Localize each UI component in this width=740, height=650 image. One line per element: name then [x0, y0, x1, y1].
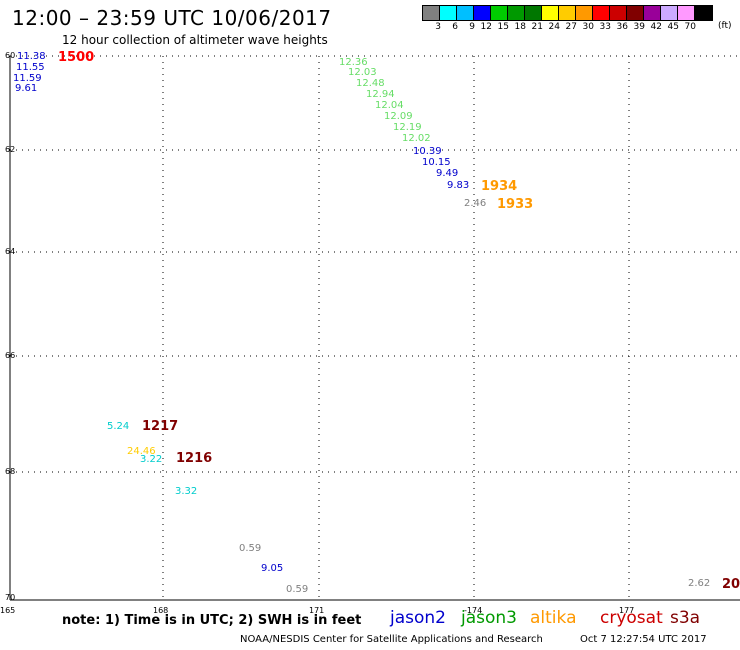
wave-height-label: 0.59	[286, 584, 309, 595]
legend-label: 9	[469, 22, 475, 32]
legend-swatch	[695, 6, 712, 20]
wave-height-label: 10.15	[422, 157, 451, 168]
pass-time-label: 1934	[481, 179, 518, 194]
legend-label: 3	[435, 22, 441, 32]
wave-height-label: 12.03	[348, 67, 377, 78]
page-title: 12:00 – 23:59 UTC 10/06/2017	[12, 6, 332, 30]
legend-label: 18	[514, 22, 526, 32]
wave-height-label: 12.36	[339, 57, 368, 68]
x-axis-label: 168	[153, 606, 169, 615]
legend-swatch	[610, 6, 627, 20]
satellite-label: jason3	[461, 608, 517, 628]
legend-label: 30	[582, 22, 594, 32]
legend-swatch	[576, 6, 593, 20]
wave-height-label: 12.94	[366, 89, 395, 100]
wave-height-label: 2.46	[464, 198, 487, 209]
x-axis-label: 177	[619, 606, 635, 615]
legend-swatch	[542, 6, 559, 20]
legend-unit: (ft)	[718, 21, 732, 31]
x-axis-label: -174	[464, 606, 483, 615]
legend-label: 24	[548, 22, 560, 32]
wave-height-label: 11.38	[17, 51, 46, 62]
legend-swatch	[627, 6, 644, 20]
legend-swatch	[440, 6, 457, 20]
wave-height-label: 11.59	[13, 73, 42, 84]
wave-height-label: 12.02	[402, 133, 431, 144]
pass-time-label: 1933	[497, 197, 534, 212]
legend-swatch	[508, 6, 525, 20]
timestamp-text: Oct 7 12:27:54 UTC 2017	[580, 634, 707, 645]
legend-label: 42	[650, 22, 662, 32]
legend-swatch	[474, 6, 491, 20]
wave-height-label: 9.61	[15, 83, 38, 94]
y-axis-label: 64	[5, 247, 16, 256]
legend-swatch	[457, 6, 474, 20]
y-axis-label: 62	[5, 145, 16, 154]
wave-height-label: 12.09	[384, 111, 413, 122]
legend-label: 15	[497, 22, 509, 32]
legend-label: 36	[616, 22, 628, 32]
legend-swatch	[559, 6, 576, 20]
legend-swatch	[644, 6, 661, 20]
legend-label: 39	[633, 22, 645, 32]
y-axis-label: 60	[5, 51, 16, 60]
credit-text: NOAA/NESDIS Center for Satellite Applica…	[240, 634, 543, 645]
pass-time-label: 20	[722, 577, 740, 592]
legend-swatch	[525, 6, 542, 20]
satellite-label: jason2	[390, 608, 446, 628]
y-axis-label: 70	[5, 593, 16, 602]
x-axis-label: 171	[309, 606, 325, 615]
wave-height-label: 12.48	[356, 78, 385, 89]
color-legend	[422, 5, 713, 21]
legend-swatch	[661, 6, 678, 20]
wave-height-label: 24.46	[127, 446, 156, 457]
wave-height-label: 5.24	[107, 421, 130, 432]
legend-label: 12	[480, 22, 492, 32]
pass-time-label: 1217	[142, 419, 179, 434]
grid-lines	[9, 55, 740, 601]
wave-height-label: 12.19	[393, 122, 422, 133]
satellite-label: altika	[530, 608, 577, 628]
x-axis-label: 165	[0, 606, 16, 615]
satellite-label: s3a	[670, 608, 701, 628]
pass-time-label: 1500	[58, 50, 95, 65]
legend-swatch	[678, 6, 695, 20]
legend-label: 6	[452, 22, 458, 32]
legend-label: 27	[565, 22, 577, 32]
wave-height-label: 9.49	[436, 168, 459, 179]
wave-height-label: 2.62	[688, 578, 711, 589]
wave-height-label: 9.05	[261, 563, 284, 574]
page-subtitle: 12 hour collection of altimeter wave hei…	[62, 33, 328, 47]
y-axis-label: 66	[5, 351, 16, 360]
pass-time-label: 1216	[176, 451, 213, 466]
wave-height-label: 10.39	[413, 146, 442, 157]
wave-height-label: 12.04	[375, 100, 404, 111]
legend-label: 45	[667, 22, 679, 32]
legend-swatch	[423, 6, 440, 20]
satellite-label: cryosat	[600, 608, 663, 628]
legend-swatch	[491, 6, 508, 20]
legend-label: 33	[599, 22, 611, 32]
legend-label: 21	[531, 22, 543, 32]
wave-height-label: 3.22	[140, 454, 163, 465]
wave-height-label: 11.55	[16, 62, 45, 73]
y-axis-label: 68	[5, 467, 16, 476]
legend-label: 70	[684, 22, 696, 32]
wave-height-label: 3.32	[175, 486, 198, 497]
footer-note: note: 1) Time is in UTC; 2) SWH is in fe…	[62, 613, 362, 628]
wave-height-label: 0.59	[239, 543, 262, 554]
wave-height-label: 9.83	[447, 180, 470, 191]
legend-swatch	[593, 6, 610, 20]
